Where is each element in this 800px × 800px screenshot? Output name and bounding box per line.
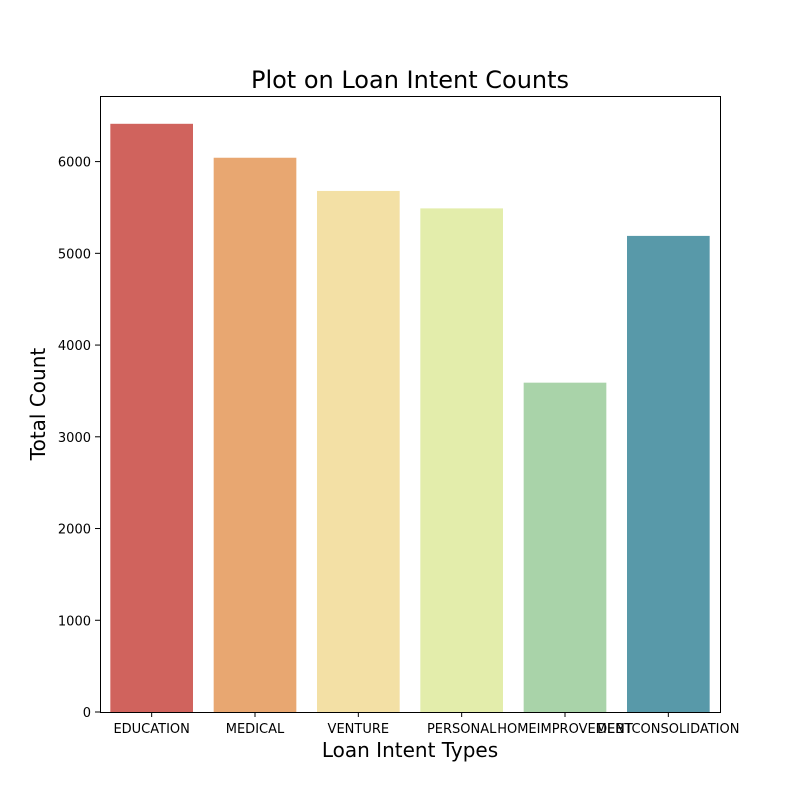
x-axis-label: Loan Intent Types xyxy=(322,738,498,762)
y-tick-label: 2000 xyxy=(58,523,91,538)
y-ticks-group: 0 1000 2000 3000 4000 5000 6000 xyxy=(58,156,100,721)
x-tick-label: MEDICAL xyxy=(226,722,285,737)
bar-medical xyxy=(213,157,297,713)
bar-homeimprovement xyxy=(523,382,607,712)
bar-personal xyxy=(420,208,503,712)
x-tick-label: PERSONAL xyxy=(427,722,497,737)
y-tick-label: 3000 xyxy=(58,431,91,446)
chart-title: Plot on Loan Intent Counts xyxy=(251,66,569,94)
y-tick-label: 4000 xyxy=(58,339,91,354)
y-axis-label: Total Count xyxy=(26,348,50,462)
x-ticks-group: EDUCATION MEDICAL VENTURE PERSONAL HOMEIMPRO… xyxy=(113,712,739,737)
y-tick-label: 5000 xyxy=(58,247,91,262)
x-tick-label: HOMEIMPROVEMENT xyxy=(497,722,633,737)
bar-debtconsolidation xyxy=(627,235,710,712)
bar-venture xyxy=(317,190,400,712)
bar-education xyxy=(110,123,193,713)
y-tick-label: 0 xyxy=(83,706,91,721)
y-tick-label: 1000 xyxy=(58,614,91,629)
x-tick-label: DEBTCONSOLIDATION xyxy=(597,722,739,737)
bars-group xyxy=(110,123,710,713)
x-tick-label: EDUCATION xyxy=(113,722,189,737)
x-tick-label: VENTURE xyxy=(328,722,390,737)
y-tick-label: 6000 xyxy=(58,156,91,171)
plot-frame xyxy=(100,96,721,713)
